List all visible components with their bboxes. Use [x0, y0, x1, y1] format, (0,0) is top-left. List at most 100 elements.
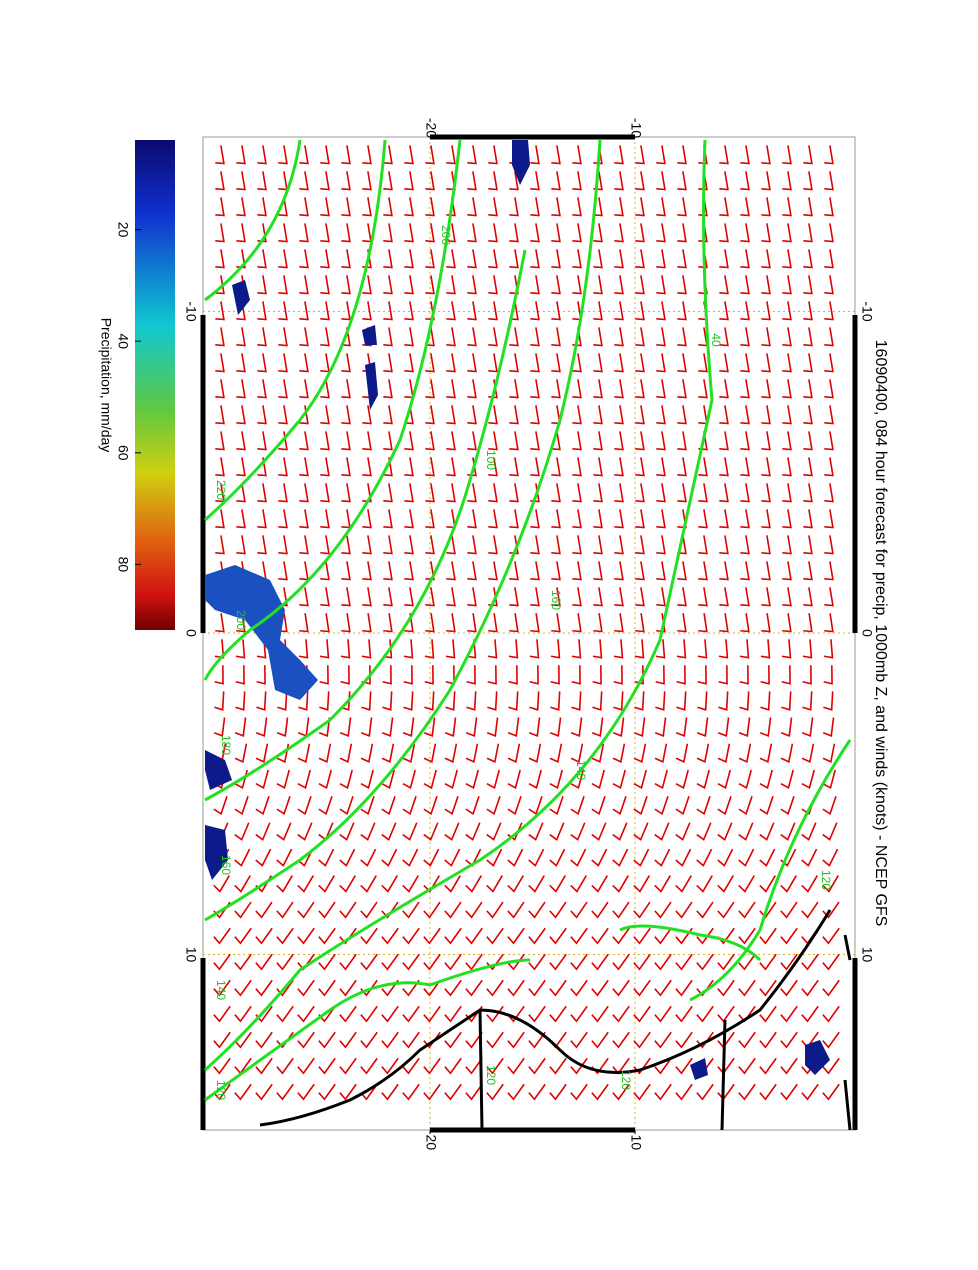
wind-barb	[425, 405, 435, 425]
wind-barb	[297, 875, 314, 893]
wind-barb	[697, 665, 707, 685]
coastline	[259, 909, 852, 1131]
wind-barb	[529, 639, 540, 659]
wind-barb	[382, 691, 393, 711]
wind-barb	[255, 1083, 273, 1101]
wind-barb	[782, 379, 792, 399]
wind-barb	[257, 275, 267, 295]
wind-barb	[654, 979, 672, 997]
wind-barb	[593, 353, 603, 373]
wind-barb	[341, 353, 351, 373]
wind-barb	[677, 275, 687, 295]
wind-barb	[507, 901, 525, 919]
wind-barb	[507, 717, 520, 737]
wind-barb	[318, 979, 336, 997]
wind-barb	[509, 483, 519, 503]
wind-barb	[634, 691, 645, 711]
wind-barb	[507, 743, 521, 763]
wind-barb	[822, 953, 840, 971]
wind-barb	[446, 327, 456, 347]
wind-barb	[759, 901, 777, 919]
wind-barb	[698, 379, 708, 399]
wind-barb	[278, 327, 288, 347]
wind-barb	[362, 613, 372, 633]
wind-barb	[276, 796, 291, 815]
wind-barb	[509, 249, 519, 269]
wind-barb	[236, 379, 246, 399]
wind-barb	[360, 822, 376, 841]
wind-barb	[465, 875, 482, 893]
wind-barb	[592, 639, 603, 659]
wind-barb	[635, 197, 645, 217]
wind-barb	[696, 1083, 714, 1101]
wind-barb	[740, 327, 750, 347]
wind-barb	[362, 483, 372, 503]
wind-barb	[467, 405, 477, 425]
wind-barb	[634, 639, 645, 659]
wind-barb	[738, 743, 752, 763]
wind-barb	[740, 587, 750, 607]
wind-barb	[719, 223, 729, 243]
wind-barb	[572, 145, 582, 165]
wind-barb	[383, 561, 393, 581]
wind-barb	[719, 249, 729, 269]
wind-barb	[213, 953, 231, 971]
wind-barb	[467, 327, 477, 347]
wind-barb	[402, 743, 416, 763]
wind-barb	[696, 1005, 714, 1023]
wind-barb	[591, 769, 605, 789]
wind-barb	[801, 822, 817, 841]
wind-barb	[717, 769, 731, 789]
wind-barb	[675, 769, 689, 789]
wind-barb	[654, 822, 670, 841]
wind-barb	[633, 979, 651, 997]
wind-barb	[446, 483, 456, 503]
wind-barb	[404, 457, 414, 477]
wind-barb	[782, 171, 792, 191]
wind-barb	[612, 1083, 630, 1101]
wind-barb	[257, 509, 267, 529]
wind-barb	[467, 535, 477, 555]
wind-barb	[360, 848, 377, 867]
wind-barb	[822, 848, 839, 867]
wind-barb	[635, 301, 645, 321]
wind-barb	[339, 848, 356, 867]
wind-barb	[572, 587, 582, 607]
wind-barb	[654, 1031, 672, 1049]
wind-barb	[278, 353, 288, 373]
wind-barb	[593, 457, 603, 477]
wind-barb	[509, 405, 519, 425]
wind-barb	[341, 249, 351, 269]
wind-barb	[276, 927, 294, 945]
wind-barb	[572, 353, 582, 373]
wind-barb	[467, 197, 477, 217]
wind-barb	[824, 171, 834, 191]
wind-barb	[593, 301, 603, 321]
wind-barb	[759, 717, 772, 737]
wind-barb	[551, 197, 561, 217]
wind-barb	[465, 927, 483, 945]
wind-barb	[614, 483, 624, 503]
wind-barb	[612, 875, 629, 893]
lat-tick-label: -20	[423, 1130, 439, 1150]
wind-barb	[444, 1057, 462, 1075]
wind-barb	[446, 249, 456, 269]
wind-barb	[803, 561, 813, 581]
wind-barb	[425, 145, 435, 165]
wind-barb	[297, 769, 311, 789]
wind-barb	[718, 639, 729, 659]
wind-barb	[677, 145, 687, 165]
wind-barb	[739, 691, 750, 711]
wind-barb	[656, 327, 666, 347]
wind-barb	[362, 457, 372, 477]
wind-barb	[761, 379, 771, 399]
wind-barb	[696, 953, 714, 971]
wind-barb	[593, 587, 603, 607]
wind-barb	[215, 509, 225, 529]
wind-barb	[486, 848, 503, 867]
wind-barb	[719, 613, 729, 633]
wind-barb	[361, 639, 372, 659]
wind-barb	[822, 769, 836, 789]
wind-barb	[824, 535, 834, 555]
wind-barb	[299, 145, 309, 165]
